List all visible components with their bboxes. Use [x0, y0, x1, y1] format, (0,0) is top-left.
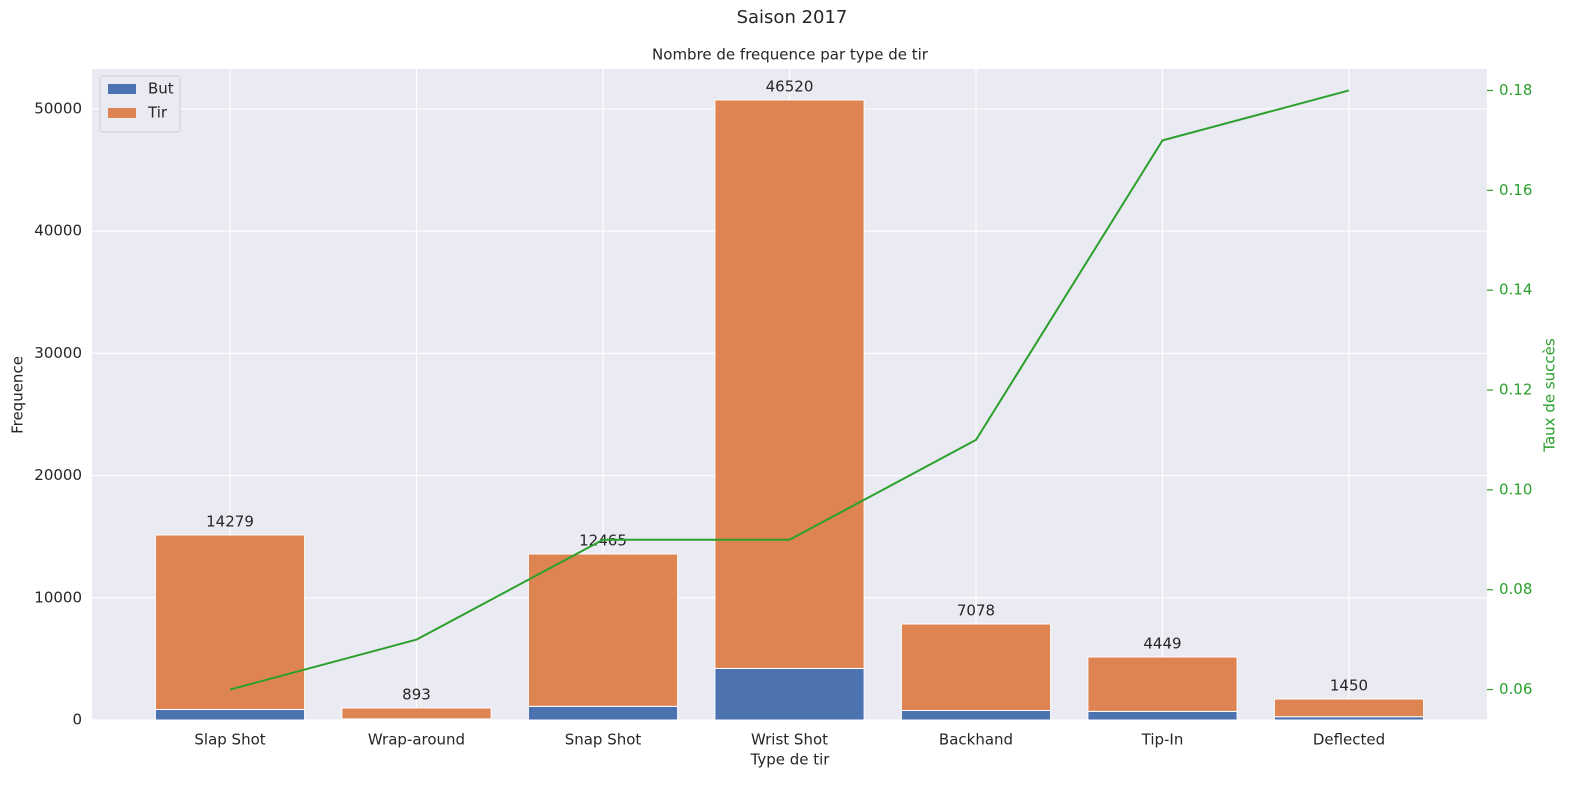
bar [527, 705, 679, 721]
y2-tick-label: 0.18 [1499, 81, 1532, 99]
x-tick-label: Backhand [939, 731, 1013, 749]
y2-tick-label: 0.12 [1499, 381, 1532, 399]
bar [341, 707, 492, 720]
x-tick-label: Snap Shot [565, 731, 642, 749]
y2-tick-label: 0.06 [1499, 680, 1532, 698]
data-label: 4449 [1143, 635, 1181, 653]
line [229, 89, 1350, 691]
x-tick-label: Wrap-around [368, 731, 465, 749]
bar [714, 667, 865, 721]
data-label: 7078 [957, 601, 995, 619]
y-tick-label: 40000 [34, 222, 82, 240]
y-tick-label: 50000 [34, 99, 82, 117]
y-tick-label: 10000 [34, 588, 82, 606]
x-axis-label: Type de tir [750, 751, 831, 769]
chart-subtitle: Nombre de frequence par type de tir [652, 46, 929, 64]
bar [154, 708, 306, 721]
legend-swatch [108, 108, 136, 118]
bar [714, 99, 865, 669]
y2-axis-label: Taux de succès [1541, 338, 1559, 453]
bar [527, 553, 679, 707]
x-tick-label: Wrist Shot [751, 731, 828, 749]
x-tick-label: Deflected [1313, 731, 1385, 749]
bar [1087, 656, 1238, 712]
chart-title: Saison 2017 [737, 7, 848, 28]
y2-tick-label: 0.14 [1499, 281, 1532, 299]
y-tick-label: 20000 [34, 466, 82, 484]
y2-tick-label: 0.08 [1499, 580, 1532, 598]
y2-tick-label: 0.16 [1499, 181, 1532, 199]
legend-label: Tir [147, 104, 168, 122]
bar [154, 534, 306, 710]
y-tick-label: 0 [72, 711, 82, 729]
data-label: 46520 [766, 77, 814, 95]
bar [1273, 698, 1425, 718]
data-label: 14279 [206, 512, 254, 530]
legend-label: But [148, 80, 174, 98]
y-axis-label: Frequence [9, 356, 27, 434]
legend-swatch [108, 84, 136, 94]
legend: But Tir [99, 75, 181, 133]
data-label: 1450 [1330, 677, 1368, 695]
y-tick-label: 30000 [34, 344, 82, 362]
x-tick-label: Slap Shot [194, 731, 265, 749]
x-tick-label: Tip-In [1141, 731, 1184, 749]
bar [1087, 710, 1238, 721]
data-label: 893 [402, 685, 431, 703]
bar [900, 709, 1052, 721]
bar [900, 623, 1052, 711]
y2-tick-label: 0.10 [1499, 480, 1532, 498]
